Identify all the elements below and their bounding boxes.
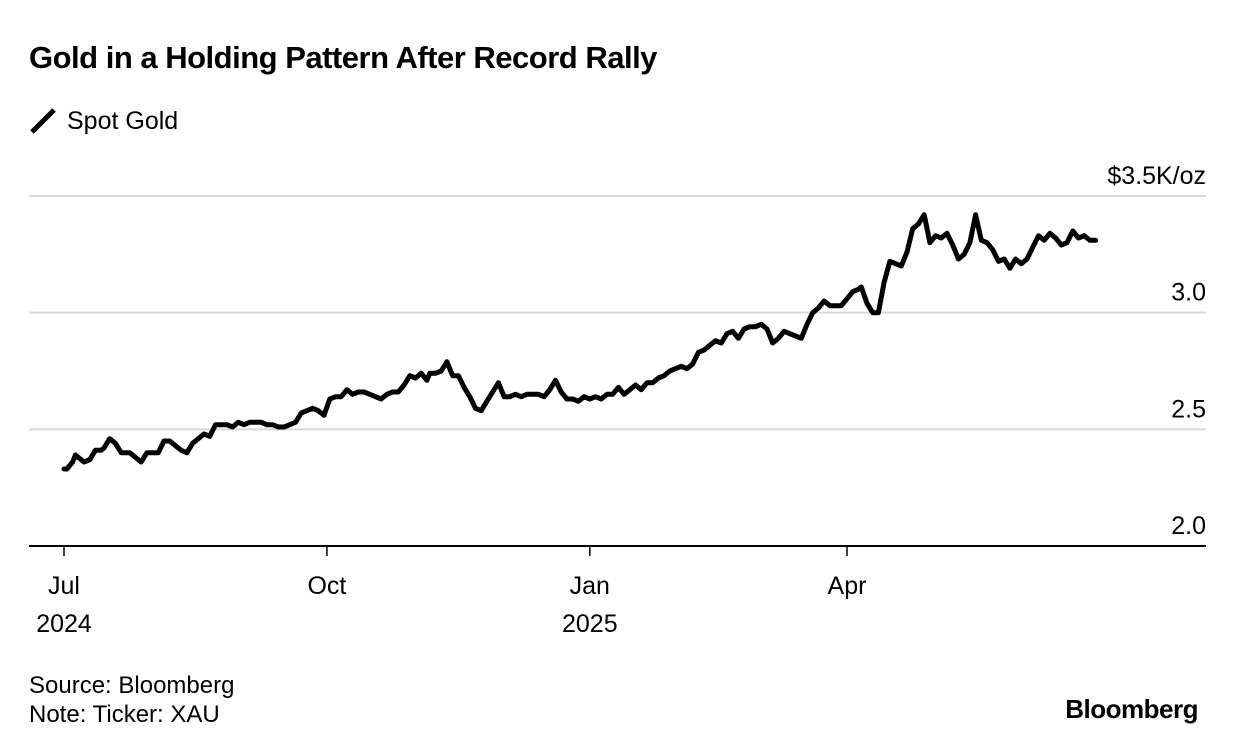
y-axis-labels: $3.5K/oz 3.0 2.5 2.0 [1107,162,1206,540]
y-tick-label: 3.0 [1171,279,1206,307]
x-tick-year-label: 2025 [562,610,618,638]
x-tick-label: Jul [48,572,80,600]
x-tick-label: Oct [307,572,346,600]
x-tick-label: Jan [570,572,610,600]
x-tick-year-label: 2024 [36,610,92,638]
legend: Spot Gold [29,106,178,136]
source-note: Source: Bloomberg [29,672,235,699]
x-axis: Jul 2024 Oct Jan 2025 Apr [29,545,1206,638]
footer-notes: Source: Bloomberg Note: Ticker: XAU [29,671,234,729]
y-tick-label: $3.5K/oz [1107,162,1206,190]
bloomberg-logo: Bloomberg [1065,694,1198,724]
legend-label: Spot Gold [67,106,179,135]
x-tick-label: Apr [828,572,867,600]
chart-title: Gold in a Holding Pattern After Record R… [29,40,657,75]
ticker-note: Note: Ticker: XAU [29,701,220,728]
legend-line-icon [30,108,56,134]
series-layer [61,212,1099,472]
y-tick-label: 2.5 [1171,395,1206,423]
spot-gold-line [61,212,1099,472]
y-tick-label: 2.0 [1171,512,1206,540]
gridlines [29,195,1206,431]
